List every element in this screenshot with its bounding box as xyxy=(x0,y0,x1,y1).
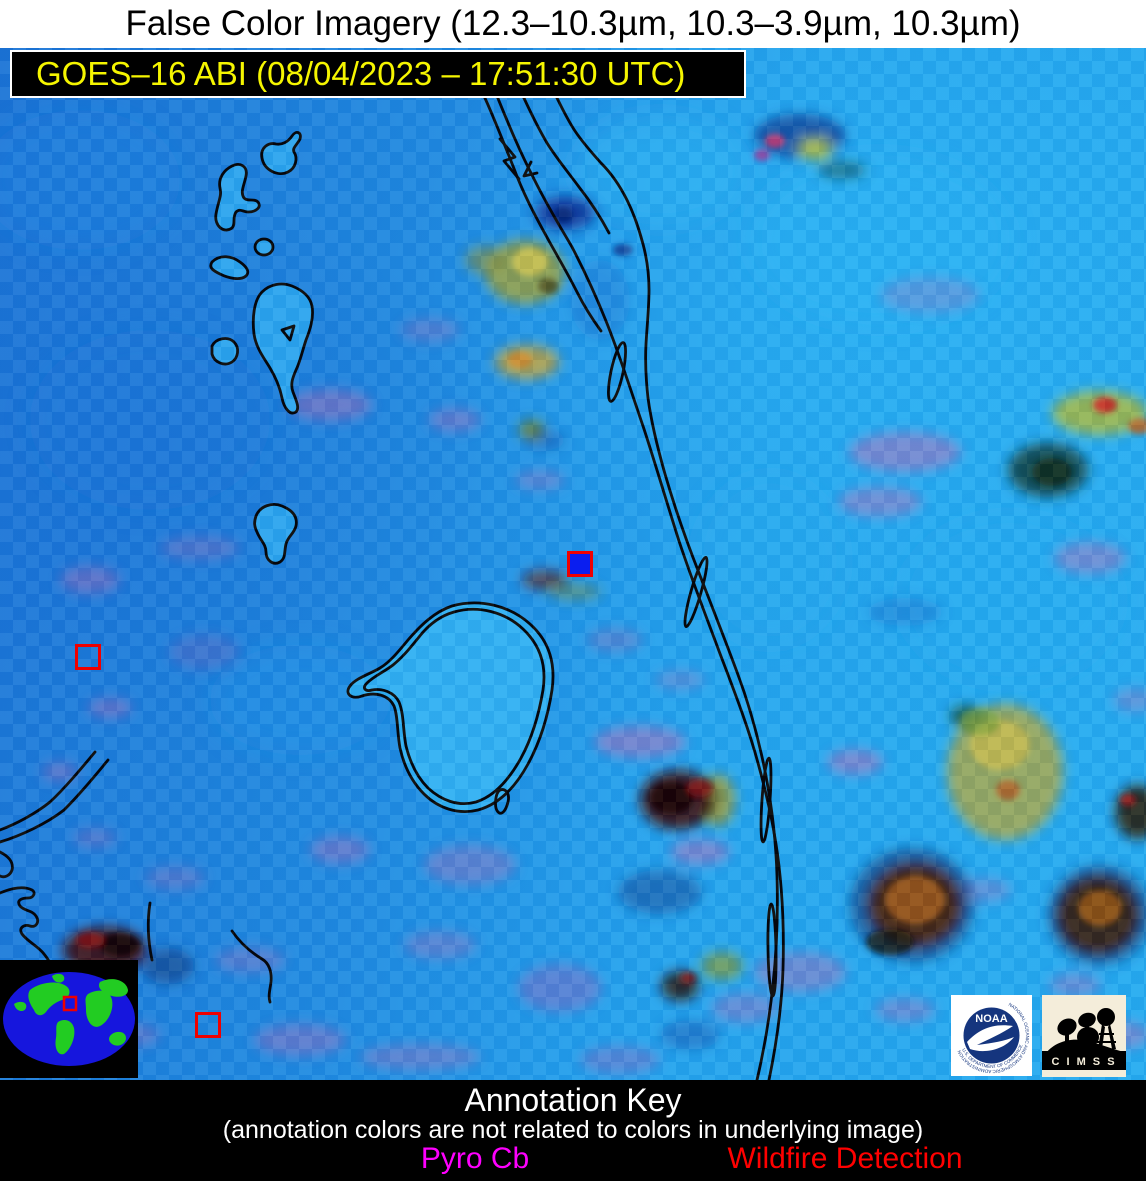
imagery-overlay-svg xyxy=(0,94,1146,1080)
legend-pyrocb-label: Pyro Cb xyxy=(420,1142,530,1175)
globe-region-marker xyxy=(62,995,78,1012)
satellite-label: GOES–16 ABI (08/04/2023 – 17:51:30 UTC) xyxy=(36,55,686,92)
image-title-bar: False Color Imagery (12.3–10.3µm, 10.3–3… xyxy=(0,0,1146,48)
tone-patches xyxy=(0,110,1120,755)
satellite-label-bar: GOES–16 ABI (08/04/2023 – 17:51:30 UTC) xyxy=(10,50,746,98)
page-title: False Color Imagery (12.3–10.3µm, 10.3–3… xyxy=(125,4,1021,43)
cimss-silhouette-icon xyxy=(1042,1008,1126,1070)
globe-continents xyxy=(14,973,128,1055)
globe-map xyxy=(3,972,135,1066)
noaa-logo: NOAA NATIONAL OCEANIC AND ATMOSPHERIC AD… xyxy=(951,995,1032,1076)
annotation-key-subtitle: (annotation colors are not related to co… xyxy=(222,1116,924,1144)
globe-locator-inset xyxy=(0,960,138,1078)
annotation-key-panel: Annotation Key (annotation colors are no… xyxy=(0,1080,1146,1181)
noaa-seagull-icon xyxy=(967,1025,1014,1052)
coastline-east-main xyxy=(495,94,785,1080)
cimss-logo: C I M S S xyxy=(1042,995,1126,1077)
annotation-key-title: Annotation Key xyxy=(464,1082,682,1118)
coastline-map xyxy=(0,94,785,1080)
legend-wildfire-label: Wildfire Detection xyxy=(727,1142,963,1175)
lake-okeechobee xyxy=(346,601,555,813)
noaa-wordmark: NOAA xyxy=(975,1013,1007,1025)
hot-spot-cores xyxy=(76,134,1146,984)
cimss-wordmark: C I M S S xyxy=(1051,1056,1116,1068)
satellite-imagery xyxy=(0,48,1146,1080)
